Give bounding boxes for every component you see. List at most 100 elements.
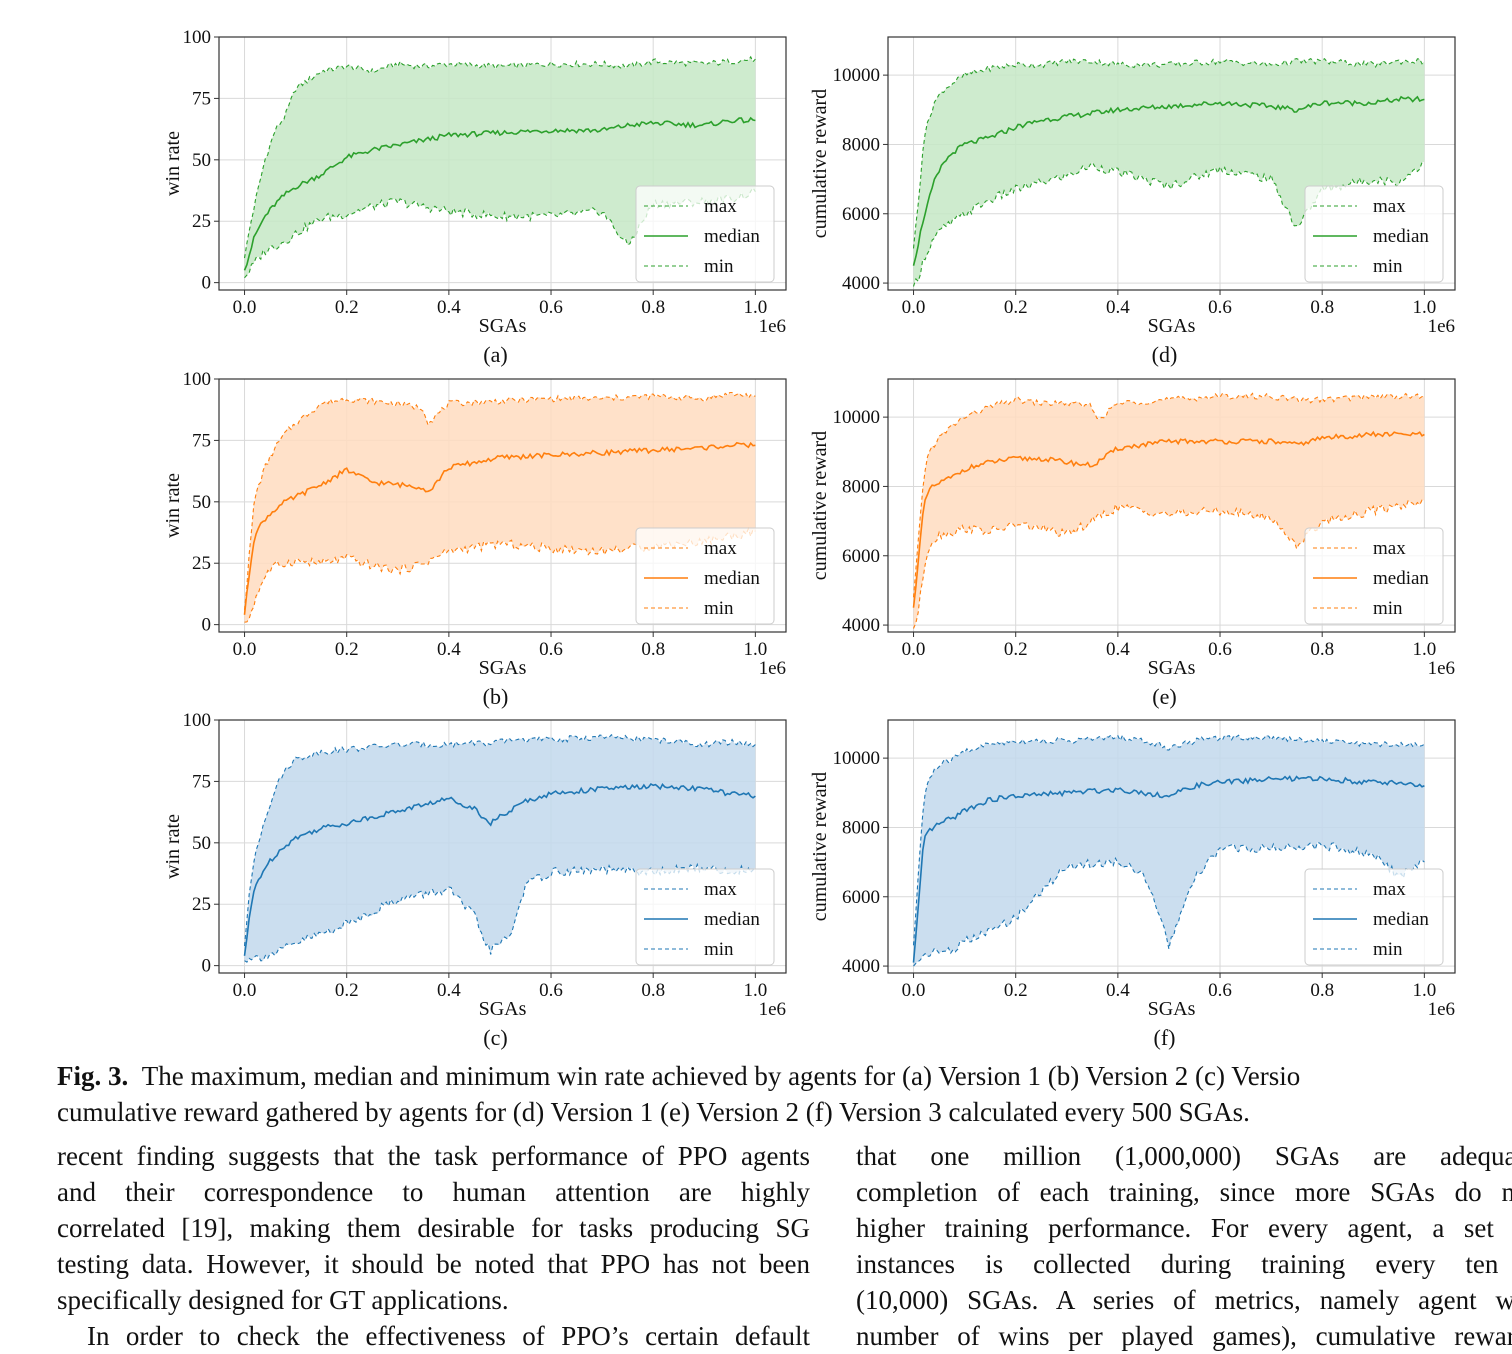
legend-label-max: max [1373, 196, 1406, 217]
y-tick-label: 100 [183, 27, 212, 48]
series-median-line [912, 430, 1425, 608]
y-tick-label: 100 [183, 369, 212, 390]
y-tick-label: 10000 [833, 407, 881, 428]
chart-panel-c: 0.0 0.2 0.4 0.6 0.8 1.0 0 25 50 75 100 SGAs 1e6 win r… [162, 710, 787, 1050]
x-axis-label: SGAs [1148, 315, 1196, 337]
legend: max median min [1304, 527, 1444, 625]
x-tick-label: 0.4 [437, 639, 461, 660]
x-tick-label: 1.0 [743, 980, 767, 1001]
x-tick-label: 0.0 [902, 980, 926, 1001]
y-axis-label: cumulative reward [809, 772, 831, 921]
series-median-line [912, 95, 1425, 266]
y-tick-label: 0 [202, 615, 212, 636]
x-tick-label: 0.0 [902, 639, 926, 660]
x-offset-label: 1e6 [759, 316, 786, 337]
y-tick-label: 8000 [842, 817, 880, 838]
y-tick-label: 8000 [842, 134, 880, 155]
y-tick-label: 25 [192, 211, 211, 232]
x-tick-label: 0.2 [1004, 297, 1028, 318]
x-tick-label: 0.6 [539, 980, 563, 1001]
x-tick-label: 0.2 [335, 639, 359, 660]
y-tick-label: 75 [192, 771, 211, 792]
legend-label-median: median [704, 226, 760, 247]
chart-panel-e: 0.0 0.2 0.4 0.6 0.8 1.0 4000 6000 8000 10000 SGAs 1… [809, 378, 1456, 709]
y-axis-label: win rate [162, 473, 184, 538]
series-min-line [912, 161, 1425, 287]
legend-box [635, 527, 775, 625]
series-median-line [912, 775, 1425, 963]
legend-label-median: median [704, 909, 760, 930]
min-max-band [244, 56, 756, 278]
y-tick-label: 10000 [833, 65, 881, 86]
chart-panel-b: 0.0 0.2 0.4 0.6 0.8 1.0 0 25 50 75 100 SGAs 1e6 win r… [162, 369, 787, 709]
panel-label: (e) [1152, 684, 1176, 709]
y-tick-label: 6000 [842, 546, 880, 567]
body-right-line: that one million (1,000,000) SGAs are ad… [856, 1141, 1512, 1171]
legend: max median min [635, 185, 775, 283]
body-text-left-column: recent finding suggests that the task pe… [57, 1138, 810, 1354]
legend-box [1304, 527, 1444, 625]
y-axis-label: win rate [162, 814, 184, 879]
x-offset-label: 1e6 [1428, 999, 1455, 1020]
x-tick-label: 0.2 [335, 297, 359, 318]
x-tick-label: 0.0 [233, 297, 257, 318]
x-tick-label: 0.2 [335, 980, 359, 1001]
x-tick-label: 0.4 [1106, 980, 1130, 1001]
y-tick-label: 8000 [842, 476, 880, 497]
body-right-line: completion of each training, since more … [856, 1177, 1512, 1207]
legend-label-median: median [1373, 226, 1429, 247]
figure-3: 0.0 0.2 0.4 0.6 0.8 1.0 0 25 50 75 100 SGAs 1e6 win r… [162, 27, 1456, 1050]
x-offset-label: 1e6 [1428, 658, 1455, 679]
x-tick-label: 0.0 [902, 297, 926, 318]
series-max-line [243, 734, 756, 947]
x-tick-label: 0.8 [641, 639, 665, 660]
body-left-line: testing data. However, it should be note… [57, 1249, 810, 1279]
min-max-band [913, 735, 1425, 967]
x-tick-label: 0.4 [437, 980, 461, 1001]
body-left-line: In order to check the effectiveness of P… [87, 1321, 810, 1351]
legend-label-min: min [704, 256, 734, 277]
caption-fig-label: Fig. 3. [57, 1061, 129, 1091]
x-axis-label: SGAs [479, 657, 527, 679]
body-right-line: higher training performance. For every a… [856, 1213, 1512, 1243]
caption-line-2: cumulative reward gathered by agents for… [57, 1097, 1250, 1127]
x-tick-label: 0.4 [437, 297, 461, 318]
legend-label-min: min [704, 598, 734, 619]
plot-frame [218, 719, 787, 974]
series-min-line [912, 499, 1425, 629]
plot-frame [218, 36, 787, 291]
x-offset-label: 1e6 [759, 658, 786, 679]
chart-panel-d: 0.0 0.2 0.4 0.6 0.8 1.0 4000 6000 8000 10000 SGAs 1… [809, 36, 1456, 367]
legend: max median min [1304, 185, 1444, 283]
series-max-line [912, 392, 1425, 598]
y-tick-label: 6000 [842, 204, 880, 225]
panel-label: (f) [1154, 1025, 1176, 1050]
min-max-band [913, 58, 1425, 287]
x-tick-label: 1.0 [743, 297, 767, 318]
body-right-line: number of wins per played games), cumula… [856, 1321, 1512, 1351]
y-tick-label: 4000 [842, 956, 880, 977]
x-tick-label: 0.6 [539, 297, 563, 318]
x-tick-label: 0.8 [1310, 297, 1334, 318]
y-tick-label: 50 [192, 150, 211, 171]
min-max-band [913, 393, 1425, 629]
body-right-line: instances is collected during training e… [856, 1249, 1512, 1279]
x-tick-label: 0.8 [1310, 639, 1334, 660]
y-axis-label: win rate [162, 131, 184, 196]
body-text-right-column: that one million (1,000,000) SGAs are ad… [856, 1138, 1512, 1354]
x-tick-label: 1.0 [1412, 980, 1436, 1001]
legend-label-median: median [1373, 909, 1429, 930]
x-tick-label: 0.0 [233, 639, 257, 660]
body-left-line: and their correspondence to human attent… [57, 1177, 810, 1207]
y-tick-label: 4000 [842, 273, 880, 294]
min-max-band [244, 392, 756, 623]
y-axis-label: cumulative reward [809, 431, 831, 580]
y-tick-label: 4000 [842, 615, 880, 636]
x-tick-label: 0.6 [1208, 980, 1232, 1001]
legend-label-max: max [1373, 879, 1406, 900]
legend: max median min [1304, 868, 1444, 966]
legend-label-max: max [704, 879, 737, 900]
series-max-line [243, 55, 756, 259]
x-axis-label: SGAs [1148, 657, 1196, 679]
legend-label-max: max [704, 538, 737, 559]
